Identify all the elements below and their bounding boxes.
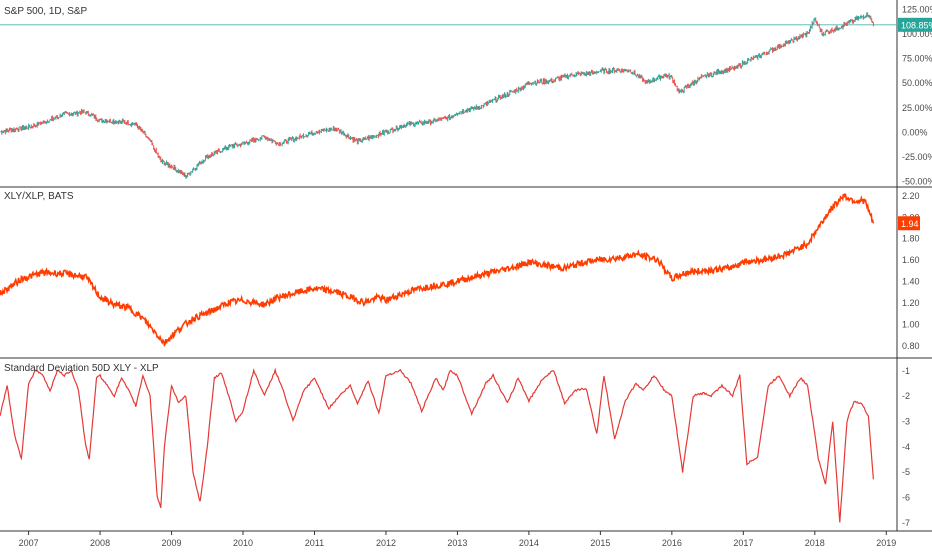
badge-bg <box>898 17 932 32</box>
badge-label: 1.94 <box>901 219 919 229</box>
badge-label: 108.85% <box>901 20 932 30</box>
x-tick-label: 2018 <box>805 538 825 548</box>
y-tick-label: 0.80 <box>902 341 920 351</box>
x-tick-label: 2008 <box>90 538 110 548</box>
x-tick-label: 2009 <box>162 538 182 548</box>
y-tick-label: -1 <box>902 366 910 376</box>
x-tick-label: 2011 <box>305 538 324 548</box>
y-tick-label: -4 <box>902 442 910 452</box>
y-tick-label: -25.00% <box>902 152 932 162</box>
x-tick-label: 2010 <box>233 538 253 548</box>
last-value-badge: 1.94 <box>898 216 920 231</box>
pane-title-ratio: XLY/XLP, BATS <box>4 191 74 202</box>
y-tick-label: 125.00% <box>902 4 932 14</box>
y-tick-label: 1.60 <box>902 255 920 265</box>
y-tick-label: 0.00% <box>902 127 928 137</box>
y-tick-label: -2 <box>902 391 910 401</box>
x-tick-label: 2012 <box>376 538 396 548</box>
y-tick-label: 1.20 <box>902 298 920 308</box>
y-tick-label: -50.00% <box>902 177 932 187</box>
y-tick-label: 25.00% <box>902 103 932 113</box>
stddev-series-line <box>0 367 874 523</box>
pane-title-sp500: S&P 500, 1D, S&P <box>4 6 88 17</box>
y-tick-label: 1.40 <box>902 277 920 287</box>
y-tick-label: 100.00% <box>902 29 932 39</box>
y-tick-label: -3 <box>902 417 910 427</box>
y-tick-label: -7 <box>902 518 910 528</box>
badge-bg <box>898 216 920 231</box>
last-value-badge: 108.85% <box>898 17 932 32</box>
x-tick-label: 2019 <box>876 538 896 548</box>
x-tick-label: 2007 <box>19 538 39 548</box>
x-tick-label: 2013 <box>447 538 467 548</box>
y-tick-label: 75.00% <box>902 54 932 64</box>
pane-title-stddev: Standard Deviation 50D XLY - XLP <box>4 363 159 374</box>
y-tick-label: 2.20 <box>902 191 920 201</box>
y-tick-label: -5 <box>902 467 910 477</box>
y-tick-label: -6 <box>902 493 910 503</box>
y-tick-label: 1.80 <box>902 234 920 244</box>
x-tick-label: 2016 <box>662 538 682 548</box>
y-tick-label: 1.00 <box>902 319 920 329</box>
x-tick-label: 2014 <box>519 538 539 548</box>
y-tick-label: 50.00% <box>902 78 932 88</box>
ratio-series-line <box>0 193 875 348</box>
x-tick-label: 2017 <box>733 538 753 548</box>
x-tick-label: 2015 <box>590 538 610 548</box>
